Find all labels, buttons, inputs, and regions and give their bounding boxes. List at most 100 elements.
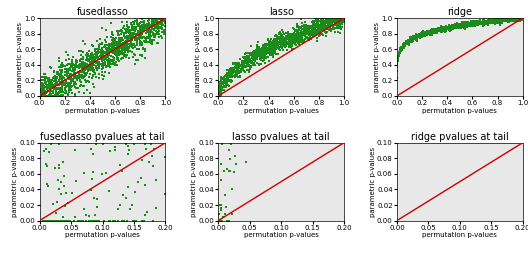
Point bbox=[307, 25, 315, 29]
Point bbox=[285, 38, 294, 42]
Point bbox=[227, 73, 235, 77]
Point bbox=[141, 40, 149, 44]
Point bbox=[108, 45, 117, 49]
Point bbox=[512, 19, 520, 23]
Point bbox=[251, 55, 260, 59]
Point bbox=[216, 84, 225, 88]
Point bbox=[101, 50, 110, 54]
Point bbox=[435, 28, 444, 32]
Point bbox=[153, 16, 162, 20]
Point bbox=[404, 38, 412, 42]
Point bbox=[99, 53, 107, 58]
Point bbox=[246, 51, 254, 55]
Point bbox=[394, 51, 403, 55]
Point bbox=[282, 36, 291, 41]
Point bbox=[485, 19, 494, 23]
Point bbox=[494, 20, 502, 25]
Point bbox=[151, 20, 159, 25]
Point bbox=[136, 33, 144, 37]
Point bbox=[450, 26, 459, 30]
Point bbox=[100, 219, 108, 223]
Point bbox=[507, 17, 516, 21]
Point bbox=[72, 82, 80, 86]
Point bbox=[443, 27, 451, 31]
Point bbox=[245, 54, 253, 58]
Point bbox=[484, 21, 492, 25]
Point bbox=[507, 18, 516, 22]
Title: lasso: lasso bbox=[269, 7, 294, 17]
Point bbox=[318, 33, 327, 37]
Point bbox=[438, 26, 446, 30]
Point bbox=[90, 56, 99, 60]
Point bbox=[411, 36, 420, 40]
Point bbox=[332, 18, 340, 22]
Point bbox=[123, 34, 131, 38]
Point bbox=[495, 19, 504, 23]
Point bbox=[300, 30, 308, 34]
Point bbox=[115, 40, 124, 44]
Point bbox=[58, 86, 67, 90]
Point bbox=[79, 219, 88, 223]
Point bbox=[494, 19, 503, 23]
Point bbox=[127, 50, 136, 54]
Point bbox=[439, 27, 447, 31]
Point bbox=[240, 60, 249, 64]
Point bbox=[430, 30, 439, 34]
Point bbox=[509, 18, 517, 22]
Point bbox=[277, 46, 286, 50]
Point bbox=[86, 71, 94, 76]
Point bbox=[476, 20, 485, 24]
Point bbox=[316, 30, 324, 34]
Point bbox=[64, 69, 72, 73]
Point bbox=[468, 22, 476, 26]
Point bbox=[154, 30, 162, 35]
Point bbox=[430, 30, 438, 34]
Point bbox=[475, 22, 484, 27]
Point bbox=[406, 40, 414, 44]
Point bbox=[123, 46, 131, 50]
Point bbox=[324, 19, 332, 23]
Point bbox=[130, 43, 138, 47]
Point bbox=[218, 82, 227, 86]
Point bbox=[100, 38, 109, 42]
Point bbox=[305, 25, 313, 29]
Point bbox=[328, 27, 336, 31]
Point bbox=[87, 60, 96, 64]
Point bbox=[76, 132, 84, 136]
Point bbox=[155, 16, 164, 20]
Point bbox=[446, 25, 454, 29]
Point bbox=[494, 19, 502, 23]
Point bbox=[408, 40, 416, 44]
Point bbox=[481, 20, 489, 24]
Point bbox=[272, 46, 281, 50]
Point bbox=[504, 16, 512, 20]
Point bbox=[509, 16, 517, 20]
Point bbox=[158, 16, 166, 20]
Point bbox=[336, 16, 344, 20]
Point bbox=[404, 38, 412, 42]
Point bbox=[106, 47, 115, 51]
Point bbox=[418, 34, 427, 38]
Point bbox=[499, 19, 507, 23]
Point bbox=[487, 21, 495, 25]
Point bbox=[130, 38, 139, 42]
Point bbox=[481, 20, 489, 25]
Point bbox=[53, 87, 61, 91]
Point bbox=[270, 37, 279, 41]
Point bbox=[112, 45, 121, 49]
Point bbox=[65, 86, 74, 90]
Point bbox=[483, 21, 491, 25]
Point bbox=[45, 78, 54, 82]
Point bbox=[308, 25, 317, 29]
Point bbox=[290, 27, 298, 31]
Point bbox=[448, 23, 456, 28]
Point bbox=[190, 129, 199, 133]
Point bbox=[454, 24, 463, 28]
Point bbox=[159, 23, 167, 27]
Point bbox=[138, 47, 147, 51]
Point bbox=[396, 49, 404, 53]
Point bbox=[86, 63, 95, 67]
Point bbox=[58, 82, 66, 86]
Point bbox=[434, 28, 442, 32]
Point bbox=[76, 62, 84, 67]
